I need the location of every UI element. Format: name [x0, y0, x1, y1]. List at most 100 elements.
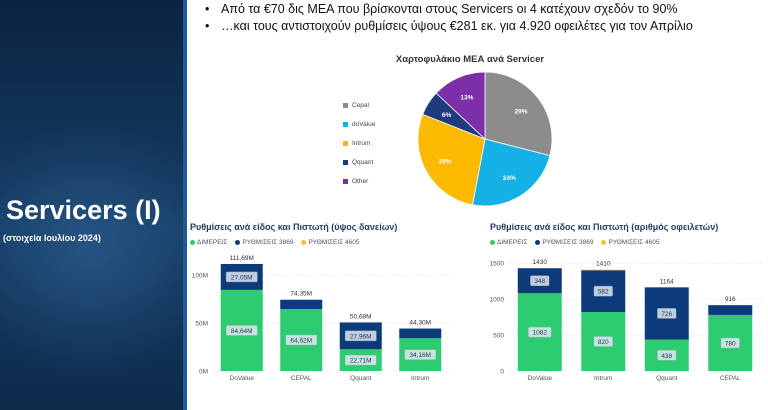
- legend-label: Qquant: [352, 158, 374, 166]
- x-tick-label: Qquant: [350, 375, 372, 382]
- pie-chart: 29% 24% 28% 6% 13%: [417, 71, 553, 207]
- bar-total-label: 50,68M: [350, 313, 372, 320]
- bar-chart-count: 1500 1000 500 0 1082 348 1430 DoValue 820 582 1410…: [490, 259, 762, 382]
- data-label: 582: [598, 289, 609, 296]
- data-label: 438: [661, 353, 672, 360]
- pie-slice-dovalue: [471, 138, 551, 207]
- slide-title: Servicers (I): [6, 195, 161, 225]
- bullet-dot: •: [205, 2, 210, 16]
- legend-label: doValue: [352, 120, 376, 128]
- data-label-box: [720, 337, 740, 349]
- bar-legend-amount: ΔΙΜΕΡΕΙΣ ΡΥΘΜΙΣΕΙΣ 3869 ΡΥΘΜΙΣΕΙΣ 4605: [190, 239, 359, 246]
- bar-chart-amount: 100M 50M 0M 84,64M 27,05M 111,69M DoValue 64,62…: [192, 255, 450, 382]
- x-tick-label: DoValue: [528, 375, 553, 382]
- legend-dot: [490, 240, 495, 245]
- data-label-box: [528, 326, 552, 338]
- pie-legend-item: Intrum: [343, 136, 375, 150]
- data-label-box: [285, 334, 318, 346]
- x-tick-label: Qquant: [656, 375, 678, 382]
- y-tick-label: 0: [500, 369, 504, 376]
- pie-legend-item: doValue: [343, 117, 375, 131]
- bar-total-label: 44,30M: [409, 320, 431, 327]
- y-tick-label: 500: [493, 333, 504, 340]
- pie-chart-title: Χαρτοφυλάκιο ΜΕΑ ανά Servicer: [395, 54, 545, 65]
- data-label: 64,62M: [290, 338, 312, 345]
- legend-dot: [535, 240, 541, 245]
- data-label: 84,64M: [231, 328, 253, 335]
- sidebar: Servicers (I) (στοιχεία Ιουλίου 2024): [0, 0, 187, 410]
- data-label: 22,71M: [350, 358, 372, 365]
- data-label: 1082: [533, 330, 548, 337]
- sidebar-glow: [0, 120, 187, 380]
- bar-legend-item: ΡΥΘΜΙΣΕΙΣ 4605: [301, 239, 359, 246]
- bullet-text: …και τους αντιστοιχούν ρυθμίσεις ύψους €…: [221, 19, 693, 33]
- data-label-box: [344, 354, 377, 366]
- x-tick-label: CEPAL: [720, 375, 741, 382]
- data-label-box: [657, 350, 677, 361]
- bar-legend-item: ΔΙΜΕΡΕΙΣ: [190, 239, 227, 246]
- bar-ρυθμισεις-4605-intrum: [581, 269, 626, 271]
- bar-chart-title-count: Ρυθμίσεις ανά είδος και Πιστωτή (αριθμός…: [490, 222, 719, 232]
- x-tick-label: CEPAL: [291, 375, 312, 382]
- bar-ρυθμισεις-3869-cepal: [280, 299, 323, 310]
- legend-label: ΡΥΘΜΙΣΕΙΣ 4605: [608, 239, 660, 246]
- data-label: 820: [598, 339, 609, 346]
- x-tick-label: Intrum: [411, 375, 429, 382]
- legend-label: ΡΥΘΜΙΣΕΙΣ 3869: [242, 239, 294, 246]
- bar-total-label: 916: [725, 296, 736, 303]
- legend-swatch: [343, 159, 348, 165]
- bar-legend-item: ΡΥΘΜΙΣΕΙΣ 4605: [601, 239, 659, 246]
- y-tick-label: 50M: [195, 321, 208, 328]
- pie-data-label: 6%: [442, 112, 452, 119]
- bar-legend-count: ΔΙΜΕΡΕΙΣ ΡΥΘΜΙΣΕΙΣ 3869 ΡΥΘΜΙΣΕΙΣ 4605: [490, 239, 659, 246]
- pie-legend: Cepal doValue Intrum Qquant Other: [343, 98, 375, 193]
- bar-total-label: 1430: [533, 259, 548, 266]
- legend-dot: [601, 240, 607, 245]
- pie-legend-item: Qquant: [343, 155, 375, 169]
- pie-slice-cepal: [484, 71, 553, 157]
- legend-dot: [190, 240, 195, 245]
- y-tick-label: 1500: [490, 261, 505, 268]
- legend-label: ΡΥΘΜΙΣΕΙΣ 3869: [542, 239, 594, 246]
- data-label-box: [593, 336, 613, 347]
- bar-ρυθμισεις-3869-intrum: [399, 328, 442, 339]
- pie-legend-item: Other: [343, 174, 375, 188]
- bar-total-label: 74,35M: [290, 291, 312, 298]
- bullet-text: Από τα €70 δις ΜΕΑ που βρίσκονται στους …: [221, 2, 678, 16]
- data-label: 34,16M: [409, 352, 431, 359]
- bar-ρυθμισεις-3869-cepal: [708, 305, 753, 315]
- bar-total-label: 1164: [660, 278, 674, 285]
- bullet-item: • Από τα €70 δις ΜΕΑ που βρίσκονται στους…: [205, 1, 765, 18]
- data-label: 27,96M: [350, 333, 372, 340]
- data-label-box: [404, 349, 437, 360]
- slide-subtitle: (στοιχεία Ιουλίου 2024): [3, 233, 101, 243]
- legend-swatch: [343, 102, 348, 108]
- legend-dot: [301, 240, 307, 245]
- bar-total-label: 111,69M: [230, 255, 254, 262]
- bullet-dot: •: [205, 19, 210, 33]
- data-label-box: [225, 271, 258, 283]
- bar-legend-item: ΡΥΘΜΙΣΕΙΣ 3869: [535, 239, 593, 246]
- legend-dot: [235, 240, 241, 245]
- pie-data-label: 24%: [503, 175, 516, 182]
- sidebar-edge: [183, 0, 187, 410]
- bar-legend-item: ΡΥΘΜΙΣΕΙΣ 3869: [235, 239, 293, 246]
- data-label-box: [530, 275, 550, 286]
- bar-chart-title-amount: Ρυθμίσεις ανά είδος και Πιστωτή (ύψος δα…: [190, 222, 398, 232]
- legend-label: ΔΙΜΕΡΕΙΣ: [497, 239, 528, 246]
- bullet-list: • Από τα €70 δις ΜΕΑ που βρίσκονται στους…: [205, 1, 765, 35]
- data-label: 348: [534, 278, 545, 285]
- y-tick-label: 0M: [199, 369, 208, 376]
- data-label: 726: [661, 311, 672, 318]
- x-tick-label: DoValue: [230, 375, 255, 382]
- pie-data-label: 29%: [514, 109, 527, 116]
- legend-swatch: [343, 178, 348, 184]
- legend-label: Cepal: [352, 101, 369, 109]
- legend-swatch: [343, 121, 348, 127]
- legend-label: Intrum: [352, 139, 371, 147]
- pie-data-label: 28%: [439, 158, 452, 165]
- legend-swatch: [343, 140, 348, 146]
- data-label-box: [593, 285, 613, 297]
- pie-slice-other: [435, 71, 486, 140]
- pie-data-label: 13%: [460, 95, 473, 102]
